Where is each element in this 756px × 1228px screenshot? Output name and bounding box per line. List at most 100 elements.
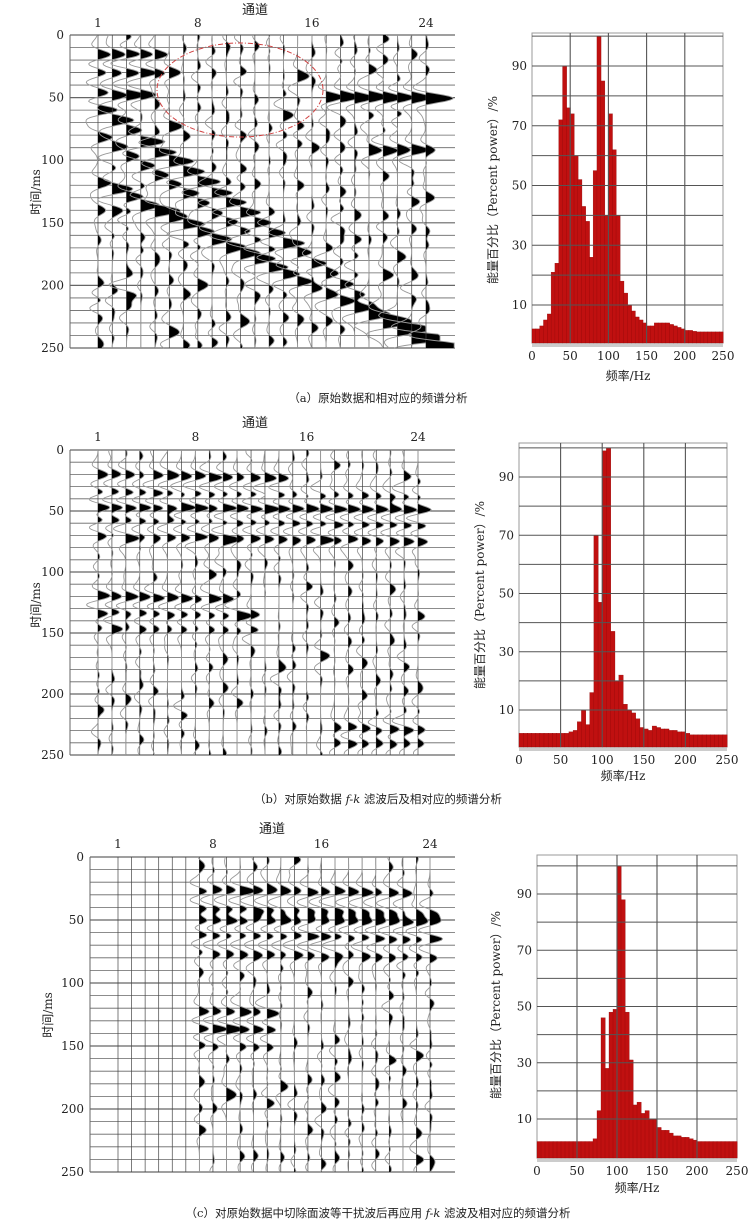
seismic-trace	[189, 856, 210, 1172]
trace-fill	[348, 450, 361, 755]
spectrum-bar	[703, 331, 709, 344]
seismic-trace	[339, 449, 361, 756]
spectrum-bar	[622, 704, 628, 748]
trace-fill	[430, 857, 443, 1172]
caption-part: 滤波后及相对应的频谱分析	[360, 792, 502, 806]
seismic-trace	[254, 856, 280, 1173]
seismic-trace	[213, 856, 244, 1172]
trace-fill	[416, 857, 429, 1172]
spectrum-bar	[656, 1127, 662, 1159]
spectrum-bar	[600, 80, 606, 344]
spectrum-bar	[580, 1141, 586, 1159]
spectrum-bar	[564, 733, 570, 748]
y-tick-label: 50	[512, 179, 527, 193]
spectrum-bar	[592, 1138, 598, 1159]
trace-fill	[368, 35, 391, 348]
spectrum-ylabel: 能量百分比（Percent power）/%	[473, 501, 487, 689]
spectrum-bar	[608, 1011, 614, 1159]
spectrum-bar	[610, 631, 616, 748]
seismic-trace	[142, 449, 166, 756]
trace-fill	[278, 450, 291, 755]
seismic-trace	[310, 450, 335, 756]
spectrum-bar	[548, 1141, 554, 1159]
spectrum-bar	[651, 725, 657, 748]
seismic-trace	[307, 857, 332, 1173]
trace-fill	[376, 450, 389, 755]
spectrum-bar	[536, 1141, 542, 1159]
spectrum-bar	[638, 319, 644, 344]
trace-fill	[155, 35, 181, 348]
x-tick-label: 250	[726, 1164, 749, 1178]
spectrum-bar	[656, 727, 661, 748]
seismic-trace	[324, 449, 348, 756]
channel-tick-label: 8	[194, 16, 202, 30]
trace-fill	[292, 450, 305, 755]
caption-a: （a）原始数据和相对应的频谱分析	[288, 391, 467, 405]
spectrum-bar	[732, 1141, 738, 1159]
spectrum-xlabel: 频率/Hz	[615, 1180, 660, 1195]
caption-part: （c）对原始数据中切除面波等干扰波后再应用	[186, 1206, 426, 1220]
time-tick-label: 50	[69, 913, 84, 927]
spectrum-bar	[593, 535, 599, 748]
seismic-trace	[326, 34, 361, 349]
spectrum-bar	[523, 733, 528, 748]
spectrum-chart-c: 0 50 100 150 200 250 10 30 50 70 90	[517, 854, 749, 1178]
y-tick-label: 30	[499, 645, 514, 659]
spectrum-chart-a: 0 50 100 150 200 250 10 30 50 70 90	[512, 32, 734, 363]
seismic-trace	[392, 856, 415, 1172]
spectrum-bar	[560, 733, 566, 748]
spectrum-bar	[573, 155, 579, 344]
spectrum-bar	[581, 709, 587, 748]
time-tick-label: 250	[41, 341, 64, 355]
trace-fill	[240, 35, 261, 348]
spectrum-bar	[588, 1141, 594, 1159]
seismic-trace	[197, 35, 234, 349]
spectrum-bar	[568, 731, 574, 748]
spectrum-bar	[696, 331, 701, 344]
spectrum-bar	[689, 734, 695, 748]
trace-fill	[335, 857, 346, 1172]
trace-fill	[321, 857, 332, 1172]
spectrum-bar	[608, 113, 613, 344]
spectrum-bar	[543, 319, 548, 344]
spectrum-chart-b: 0 50 100 150 200 250 10 30 50 70 90	[499, 442, 738, 767]
spectrum-bar	[547, 313, 552, 344]
spectrum-bar	[668, 730, 674, 748]
seismic-trace	[113, 449, 140, 755]
x-tick-label: 150	[635, 349, 658, 363]
x-tick-label: 50	[563, 349, 578, 363]
spectrum-bar	[676, 1135, 682, 1159]
spectrum-bar	[550, 271, 556, 344]
spectrum-bar	[701, 734, 707, 748]
seismic-trace	[282, 449, 305, 756]
channel-tick-label: 24	[422, 837, 438, 851]
spectrum-bar	[676, 731, 682, 748]
trace-fill	[362, 857, 374, 1172]
spectrum-bar	[677, 327, 682, 344]
x-tick-label: 0	[533, 1164, 541, 1178]
spectrum-bar	[619, 280, 625, 344]
spectrum-bar	[696, 1141, 702, 1159]
channel-tick-label: 8	[192, 430, 200, 444]
y-tick-label: 10	[499, 703, 514, 717]
trace-fill	[426, 35, 455, 348]
y-tick-label: 50	[517, 1000, 532, 1014]
spectrum-bar	[576, 1141, 582, 1159]
seismic-trace	[151, 35, 195, 349]
spectrum-bar	[602, 450, 607, 748]
seismic-section-a: 0 50 100 150 200 250 1 8 16 24	[41, 16, 455, 355]
time-tick-label: 250	[61, 1165, 84, 1179]
spectrum-bar	[634, 316, 640, 344]
spectrum-bar	[618, 674, 624, 748]
spectrum-bar	[631, 712, 636, 748]
time-tick-label: 50	[49, 91, 64, 105]
spectrum-bar	[535, 733, 541, 748]
seismic-trace	[405, 450, 432, 756]
trace-fill	[212, 857, 228, 1172]
spectrum-bar	[627, 709, 632, 748]
spectrum-bar	[718, 734, 724, 748]
trace-fill	[311, 35, 327, 348]
x-tick-label: 150	[646, 1164, 669, 1178]
spectrum-bar	[700, 1141, 706, 1159]
spectrum-bar	[627, 304, 632, 344]
